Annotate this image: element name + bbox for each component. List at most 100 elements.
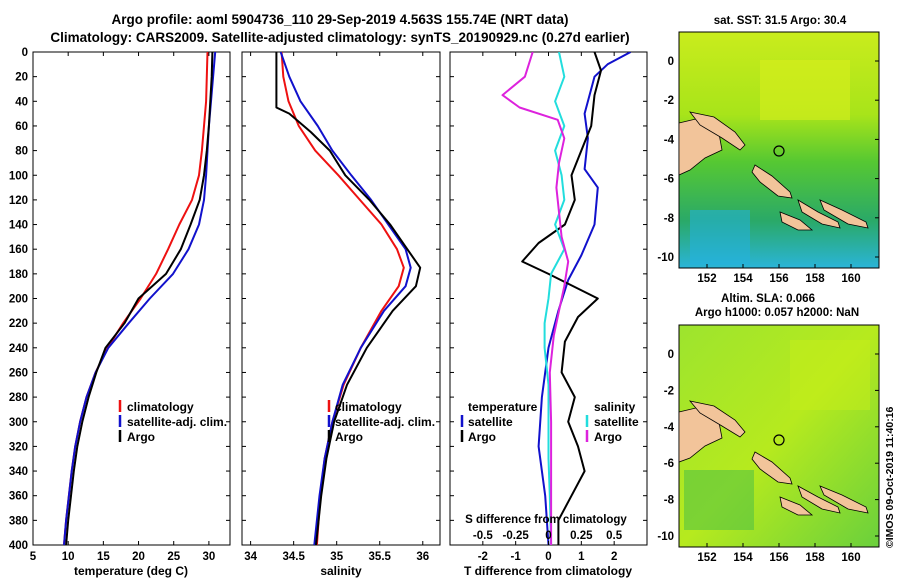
sla-map-axes: 152 154 156 158 160 0 -2 -4 -6 -8 -10	[657, 349, 879, 564]
x-tick-label: 10	[62, 551, 75, 563]
legend-title-temperature: temperature	[468, 400, 538, 414]
depth-tick-label: 20	[15, 72, 28, 84]
map-x-tick-label: 156	[769, 552, 788, 564]
legend-label-climatology: climatology	[127, 400, 194, 414]
series-line-climatology	[63, 52, 209, 545]
depth-tick-label: 380	[9, 515, 28, 527]
sla-map-title-1: Altim. SLA: 0.066	[721, 293, 815, 305]
depth-tick-label: 60	[15, 121, 28, 133]
depth-tick-label: 220	[9, 318, 28, 330]
series-line-argo	[65, 52, 214, 545]
depth-tick-label: 260	[9, 367, 28, 379]
series-line-temperature-argo	[521, 52, 602, 545]
map-y-tick-label: -4	[664, 134, 675, 146]
imos-watermark: ©IMOS 09-Oct-2019 11:40:16	[884, 406, 896, 548]
sst-map-axes: 152 154 156 158 160 0 -2 -4 -6 -8 -10	[657, 56, 879, 285]
depth-tick-label: 200	[9, 294, 28, 306]
s-diff-tick-label: 0.5	[606, 530, 623, 542]
sla-land-bougainville	[751, 451, 793, 485]
map-y-tick-label: 0	[668, 56, 674, 68]
s-diff-tick-label: -0.5	[473, 530, 493, 542]
map-x-tick-label: 152	[697, 273, 716, 285]
sst-cool-patch	[690, 210, 750, 265]
sst-land-solomon-3	[779, 211, 814, 231]
map-y-tick-label: -10	[657, 531, 674, 543]
x-tick-label: 35.5	[369, 551, 392, 563]
legend-label-climatology: climatology	[335, 400, 402, 414]
depth-tick-label: 0	[22, 47, 28, 59]
depth-tick-label: 180	[9, 269, 28, 281]
depth-tick-label: 100	[9, 170, 28, 182]
map-x-tick-label: 154	[733, 552, 753, 564]
depth-tick-label: 120	[9, 195, 28, 207]
x-tick-label: 30	[202, 551, 215, 563]
x-tick-label: 20	[132, 551, 145, 563]
map-y-tick-label: -4	[664, 422, 675, 434]
series-line-argo	[275, 52, 422, 545]
map-y-tick-label: 0	[668, 349, 674, 361]
x-tick-label: -1	[511, 551, 522, 563]
difference-x-axis: -2 -1 0 1 2	[478, 52, 617, 563]
title-line-2: Climatology: CARS2009. Satellite-adjuste…	[50, 30, 629, 45]
legend-label-t-argo: Argo	[468, 430, 496, 444]
x-tick-label: 34	[244, 551, 257, 563]
legend-title-salinity: salinity	[594, 400, 636, 414]
s-difference-top-axis: -0.5 -0.25 0 0.25 0.5	[473, 530, 623, 542]
sst-land-solomon-1	[797, 199, 841, 229]
x-tick-label: 25	[167, 551, 180, 563]
map-x-tick-label: 160	[841, 552, 860, 564]
map-y-tick-label: -2	[664, 95, 674, 107]
series-line-salinity-satellite	[543, 52, 566, 545]
x-tick-label: 34.5	[282, 551, 305, 563]
temperature-x-axis: 5 10 15 20 25 30	[30, 52, 215, 563]
sla-land-solomon-1	[797, 485, 841, 514]
series-line-temperature-satellite	[537, 52, 632, 545]
depth-tick-label: 400	[9, 540, 28, 552]
sla-dark-patch	[684, 470, 754, 530]
map-x-tick-label: 154	[733, 273, 753, 285]
legend-label-t-satellite: satellite	[468, 415, 513, 429]
x-tick-label: 15	[97, 551, 110, 563]
x-tick-label: 2	[611, 551, 617, 563]
salinity-legend: climatology satellite-adj. clim. Argo	[327, 400, 435, 444]
depth-tick-label: 280	[9, 392, 28, 404]
map-x-tick-label: 158	[805, 273, 825, 285]
map-y-tick-label: -6	[664, 174, 674, 186]
depth-tick-label: 80	[15, 146, 28, 158]
sst-argo-position-marker	[773, 145, 785, 157]
sla-map	[678, 324, 880, 548]
salinity-plot-frame	[241, 51, 441, 546]
legend-label-satellite: satellite-adj. clim.	[335, 415, 435, 429]
x-tick-label: 0	[545, 551, 551, 563]
sst-map-title: sat. SST: 31.5 Argo: 30.4	[714, 15, 847, 27]
depth-tick-label: 300	[9, 417, 28, 429]
map-x-tick-label: 160	[841, 273, 860, 285]
sla-bright-patch	[790, 340, 870, 410]
depth-tick-label: 320	[9, 441, 28, 453]
temperature-series	[63, 52, 217, 545]
x-tick-label: -2	[478, 551, 488, 563]
difference-series	[501, 52, 632, 545]
map-x-tick-label: 156	[769, 273, 788, 285]
temperature-plot-frame	[32, 51, 231, 546]
map-y-tick-label: -8	[664, 213, 675, 225]
depth-tick-label: 160	[9, 244, 28, 256]
s-diff-tick-label: -0.25	[503, 530, 530, 542]
sst-map	[678, 31, 880, 269]
sla-argo-position-marker	[773, 434, 785, 446]
sla-map-title-2: Argo h1000: 0.057 h2000: NaN	[695, 307, 859, 319]
salinity-series	[275, 52, 422, 545]
s-difference-axis-label: S difference from climatology	[465, 514, 627, 526]
s-diff-tick-label: 0	[545, 530, 551, 542]
legend-label-argo: Argo	[127, 430, 155, 444]
sla-land-solomon-2	[819, 485, 869, 514]
map-y-tick-label: -2	[664, 385, 674, 397]
title-line-1: Argo profile: aoml 5904736_110 29-Sep-20…	[112, 12, 569, 27]
depth-tick-label: 40	[15, 96, 28, 108]
series-line-satellite-adj-clim-	[279, 52, 412, 545]
sst-land-bougainville	[751, 164, 793, 199]
map-y-tick-label: -6	[664, 458, 674, 470]
sst-land-new-ireland	[689, 111, 746, 151]
depth-tick-label: 240	[9, 343, 28, 355]
